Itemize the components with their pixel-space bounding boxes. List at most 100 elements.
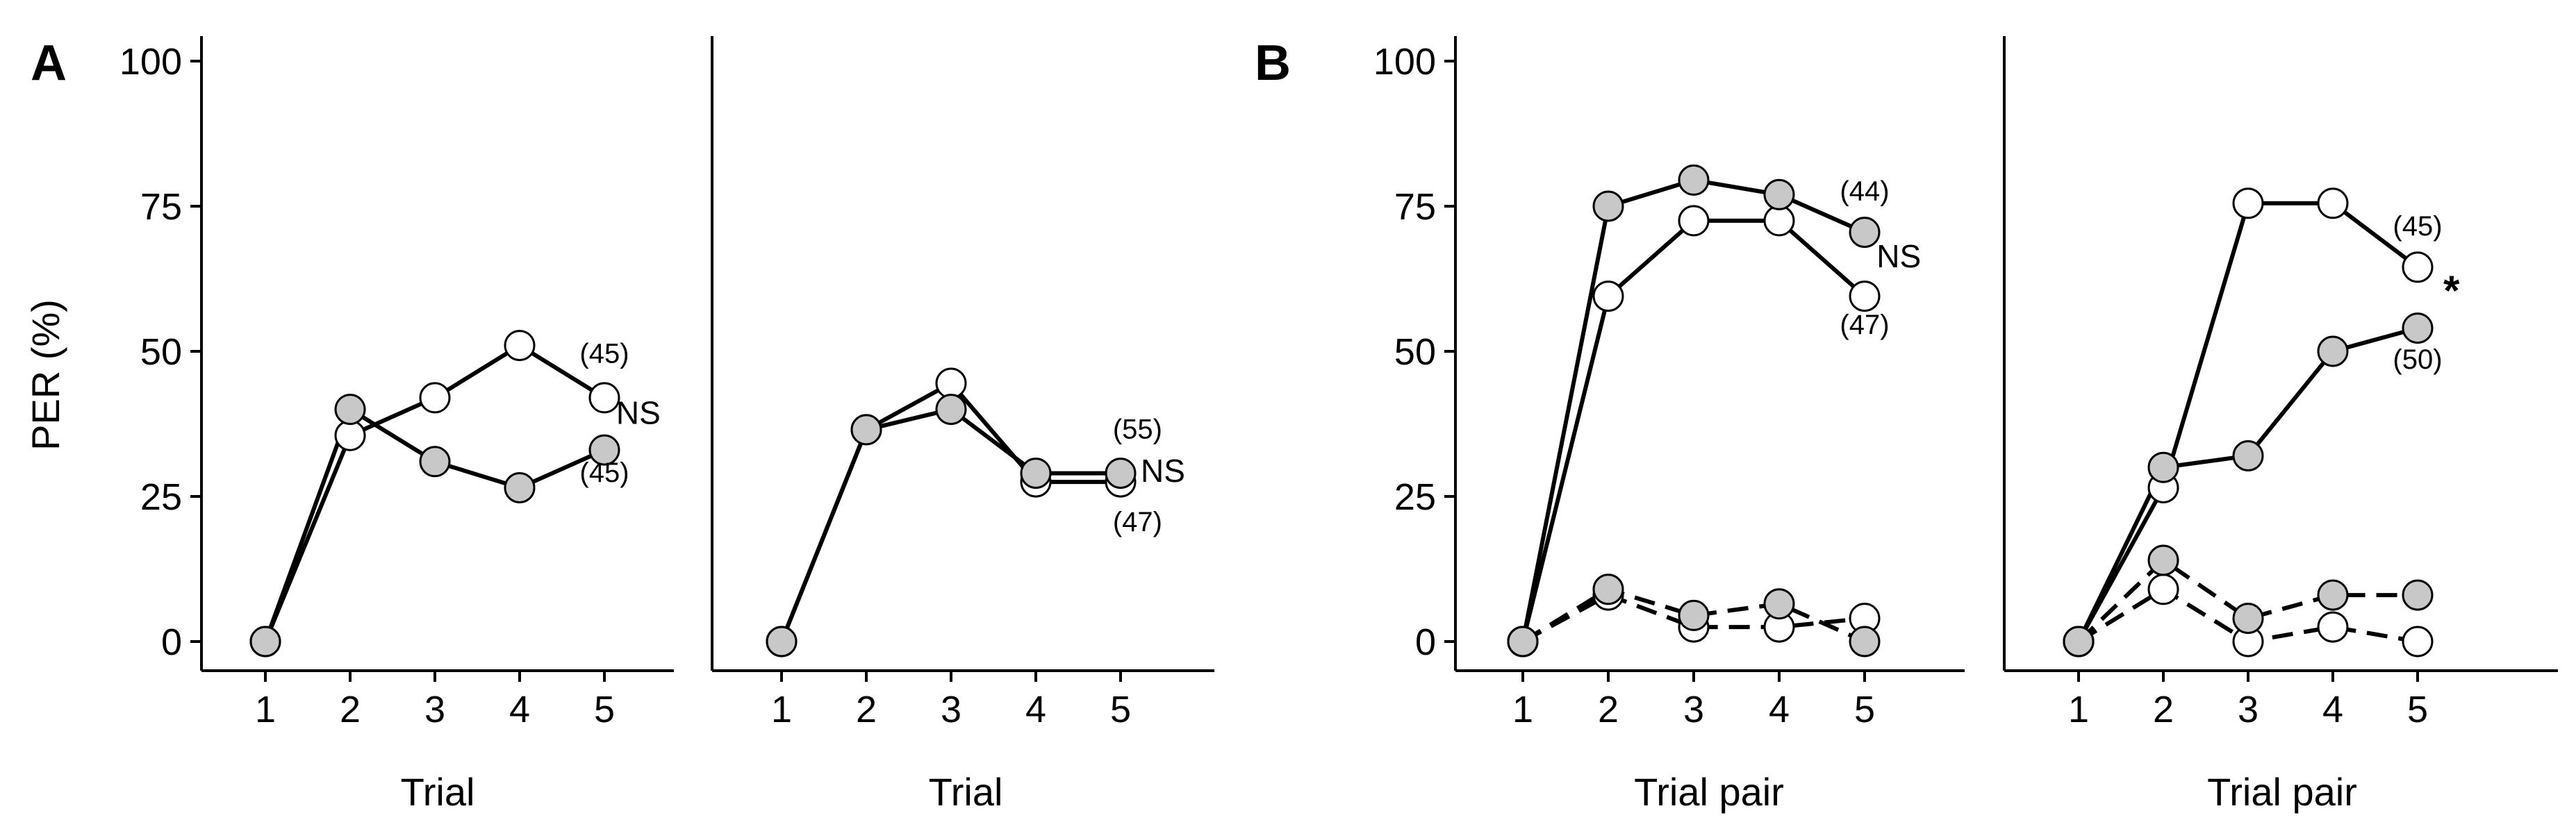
data-point-grey-dashed <box>1849 626 1881 658</box>
annotation-label: * <box>2443 267 2460 314</box>
x-tick-label: 2 <box>1598 689 1619 730</box>
annotation-label: (45) <box>579 458 629 488</box>
data-point-grey <box>2402 312 2434 344</box>
x-axis-label: Trial <box>929 770 1003 814</box>
annotation-label: (45) <box>579 339 629 369</box>
annotation-label: (50) <box>2393 344 2442 375</box>
series-line-grey <box>263 407 606 643</box>
data-point-grey <box>419 446 451 478</box>
data-point-grey <box>935 394 967 426</box>
data-point-grey-dashed <box>2317 579 2349 611</box>
data-point-grey <box>334 394 366 426</box>
x-tick-label: 5 <box>1854 689 1875 730</box>
data-point-grey <box>249 626 281 658</box>
annotation-label: (55) <box>1113 414 1162 444</box>
annotation-label: NS <box>616 395 661 431</box>
data-point-white <box>1678 205 1710 237</box>
data-point-white <box>935 367 967 399</box>
data-point-grey <box>1849 217 1881 249</box>
annotation-label: (47) <box>1113 507 1162 537</box>
y-tick-label: 50 <box>1394 331 1436 373</box>
data-point-grey <box>1020 458 1052 489</box>
x-tick-label: 1 <box>2068 689 2089 730</box>
panel-letter-a: A <box>31 35 67 91</box>
annotation-label: (44) <box>1840 176 1889 207</box>
y-tick-label: 25 <box>1394 476 1436 518</box>
data-point-grey <box>504 472 536 503</box>
y-axis-label-a: PER (%) <box>24 299 67 451</box>
data-point-grey <box>2063 626 2095 658</box>
series-line-grey <box>779 407 1121 643</box>
series-line-white-dashed <box>1521 593 1865 644</box>
x-tick-label: 4 <box>1025 689 1046 730</box>
data-point-white <box>334 419 366 451</box>
data-point-white <box>419 382 451 414</box>
data-point-white <box>588 382 620 414</box>
x-axis-label: Trial pair <box>1634 770 1784 814</box>
data-point-white <box>2317 187 2349 219</box>
data-point-white <box>2232 187 2264 219</box>
data-point-grey-dashed <box>2402 579 2434 611</box>
y-tick-label: 75 <box>140 186 182 228</box>
annotation-label: (47) <box>1840 310 1889 340</box>
x-tick-label: 4 <box>2322 689 2343 730</box>
y-tick-label: 0 <box>161 621 182 663</box>
x-tick-label: 5 <box>594 689 615 730</box>
panel-letter-b: B <box>1255 35 1291 91</box>
data-point-grey <box>1507 626 1539 658</box>
data-point-grey-dashed <box>1678 599 1710 631</box>
annotation-label: NS <box>1141 453 1185 489</box>
data-point-white <box>1763 205 1795 237</box>
series-line-grey-dashed <box>1521 587 1866 644</box>
x-tick-label: 1 <box>255 689 276 730</box>
data-point-white <box>1849 280 1881 312</box>
y-tick-label: 75 <box>1394 186 1436 228</box>
x-tick-label: 3 <box>2238 689 2259 730</box>
data-point-white-dashed <box>2402 626 2434 658</box>
x-tick-label: 3 <box>1683 689 1704 730</box>
data-point-grey <box>850 414 882 446</box>
x-tick-label: 5 <box>1110 689 1131 730</box>
data-point-grey <box>2147 451 2179 483</box>
data-point-grey <box>2232 440 2264 471</box>
data-point-white <box>1592 280 1624 312</box>
data-point-grey <box>766 626 798 658</box>
y-tick-label: 100 <box>1373 41 1436 83</box>
x-tick-label: 3 <box>941 689 961 730</box>
annotation-label: NS <box>1876 238 1921 274</box>
annotation-label: (45) <box>2393 211 2442 242</box>
x-tick-label: 1 <box>1512 689 1533 730</box>
data-point-grey <box>1592 190 1624 222</box>
data-point-grey <box>588 434 620 466</box>
data-point-grey-dashed <box>2232 603 2264 635</box>
data-point-grey <box>1763 178 1795 210</box>
data-point-white-dashed <box>2317 611 2349 643</box>
data-point-grey <box>2317 335 2349 367</box>
data-point-white <box>504 330 536 362</box>
series-line-grey-dashed <box>2077 558 2418 644</box>
x-tick-label: 4 <box>509 689 530 730</box>
y-tick-label: 50 <box>140 331 182 373</box>
data-point-grey-dashed <box>1763 588 1795 620</box>
x-tick-label: 5 <box>2407 689 2428 730</box>
x-tick-label: 2 <box>340 689 361 730</box>
x-axis-label: Trial <box>401 770 475 814</box>
y-tick-label: 25 <box>140 476 182 518</box>
data-point-grey-dashed <box>1592 573 1624 605</box>
x-tick-label: 4 <box>1769 689 1790 730</box>
x-tick-label: 2 <box>856 689 877 730</box>
series-line-white <box>2077 201 2419 643</box>
y-tick-label: 100 <box>119 41 182 83</box>
data-point-white <box>2402 251 2434 283</box>
x-axis-label: Trial pair <box>2207 770 2357 814</box>
series-line-white <box>1521 218 1866 642</box>
y-tick-label: 0 <box>1415 621 1436 663</box>
x-tick-label: 3 <box>424 689 445 730</box>
data-point-grey <box>1105 458 1137 489</box>
data-point-grey <box>1678 164 1710 196</box>
x-tick-label: 1 <box>771 689 792 730</box>
data-point-white-dashed <box>2147 573 2179 605</box>
data-point-grey-dashed <box>2147 544 2179 576</box>
